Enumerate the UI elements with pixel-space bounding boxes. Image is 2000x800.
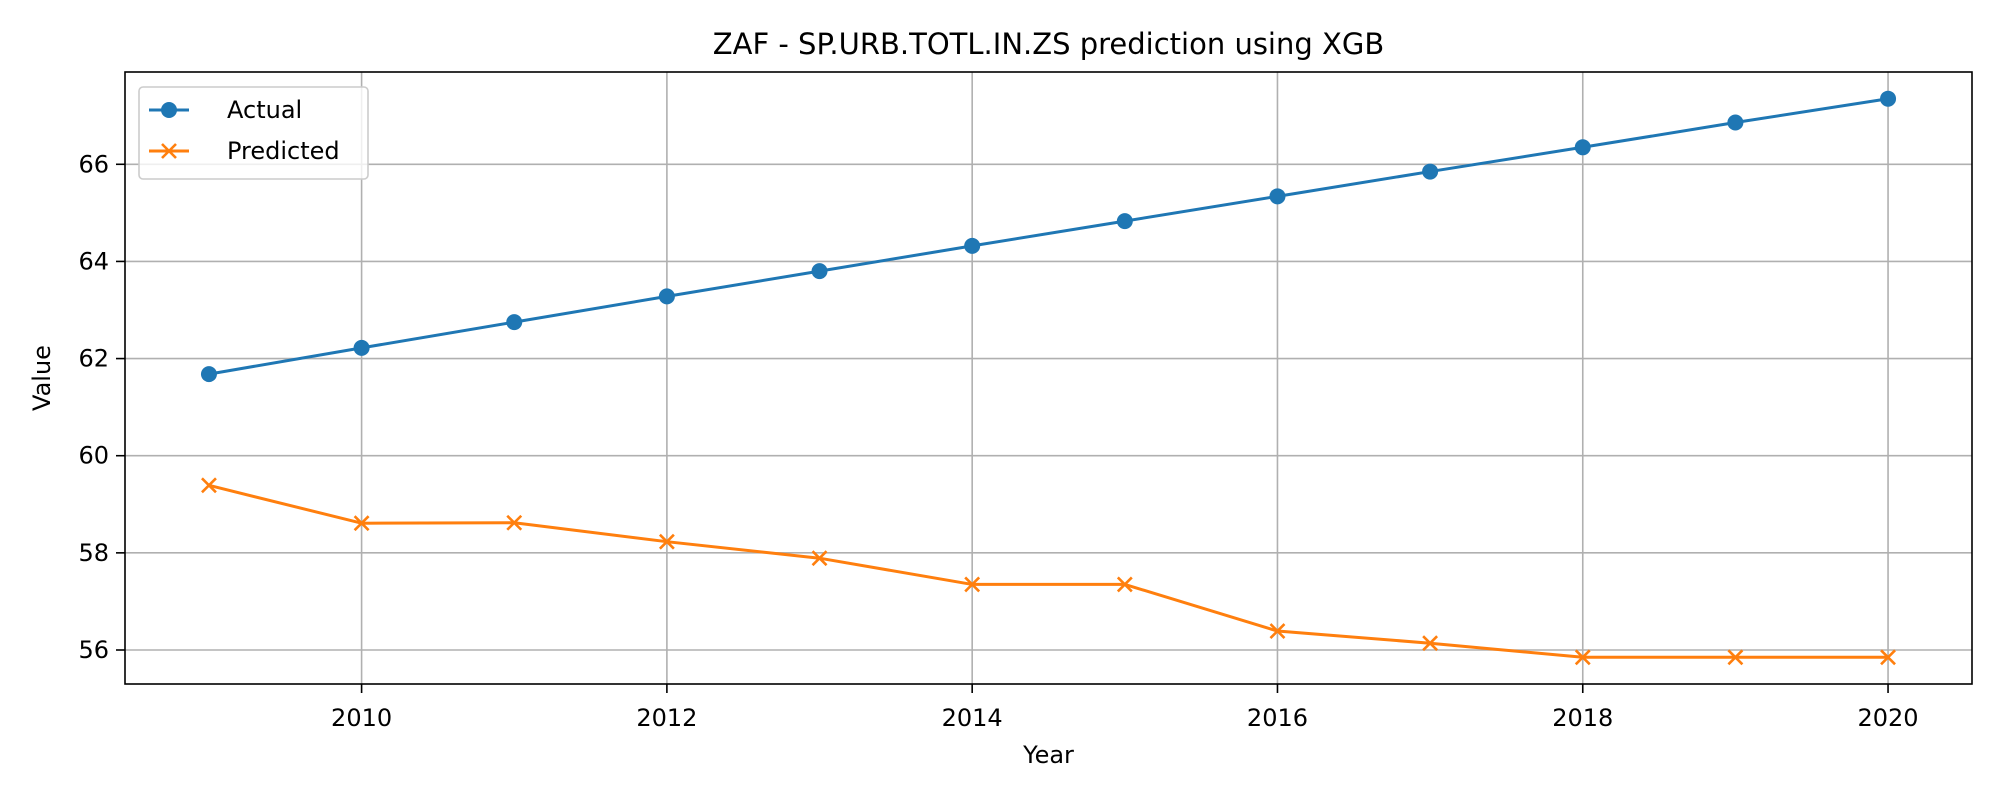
data-point-actual <box>1880 90 1897 107</box>
legend-box <box>138 86 369 180</box>
y-tick-label: 58 <box>78 539 109 567</box>
axes: 2010 2012 2014 2016 2018 2020 56 58 60 62 64 66 <box>78 150 1918 732</box>
data-point-predicted <box>1269 623 1286 639</box>
x-tick-label: 2016 <box>1247 704 1308 732</box>
data-point-actual <box>964 237 981 254</box>
data-point-actual <box>1422 163 1439 180</box>
data-point-actual <box>353 339 370 356</box>
data-point-actual <box>1574 139 1591 156</box>
x-tick-label: 2020 <box>1858 704 1919 732</box>
data-point-predicted <box>964 576 981 593</box>
data-point-actual <box>1116 213 1133 230</box>
data-point-predicted <box>353 515 370 532</box>
data-point-predicted <box>506 514 523 531</box>
series-group <box>200 90 1897 666</box>
series-actual <box>200 90 1897 383</box>
series-predicted <box>201 477 1896 666</box>
legend-item-predicted: Predicted <box>149 137 340 165</box>
data-point-actual <box>506 314 523 331</box>
y-tick-label: 62 <box>78 345 109 373</box>
y-axis-label: Value <box>28 345 56 411</box>
plot-frame <box>124 71 1973 685</box>
y-tick-label: 66 <box>78 150 109 178</box>
data-point-predicted <box>201 477 217 494</box>
chart-title: ZAF - SP.URB.TOTL.IN.ZS prediction using… <box>713 27 1384 61</box>
legend-label-predicted: Predicted <box>227 137 340 165</box>
x-tick-label: 2010 <box>331 704 392 732</box>
data-point-actual <box>658 288 675 305</box>
grid <box>125 72 1972 684</box>
data-point-predicted <box>1116 576 1133 593</box>
x-tick-label: 2012 <box>636 704 697 732</box>
data-point-predicted <box>811 550 828 567</box>
legend-marker-actual <box>161 102 177 118</box>
y-tick-label: 60 <box>78 442 109 470</box>
data-point-predicted <box>1574 649 1591 666</box>
y-tick-label: 64 <box>78 247 109 275</box>
data-point-actual <box>200 366 217 383</box>
series-line-predicted <box>208 483 1889 659</box>
legend: Actual Predicted <box>138 86 369 180</box>
data-point-actual <box>811 263 828 280</box>
x-tick-label: 2014 <box>942 704 1003 732</box>
data-point-actual <box>1269 188 1286 205</box>
data-point-predicted <box>1880 649 1896 666</box>
data-point-predicted <box>1422 635 1439 652</box>
x-axis-label: Year <box>1022 741 1074 769</box>
data-point-predicted <box>1727 649 1744 666</box>
legend-marker-predicted <box>161 143 177 159</box>
series-line-actual <box>208 97 1889 376</box>
data-point-predicted <box>658 533 675 550</box>
x-tick-label: 2018 <box>1552 704 1613 732</box>
legend-label-actual: Actual <box>227 96 302 124</box>
data-point-actual <box>1727 114 1744 131</box>
legend-item-actual: Actual <box>149 96 302 124</box>
y-tick-label: 56 <box>78 636 109 664</box>
